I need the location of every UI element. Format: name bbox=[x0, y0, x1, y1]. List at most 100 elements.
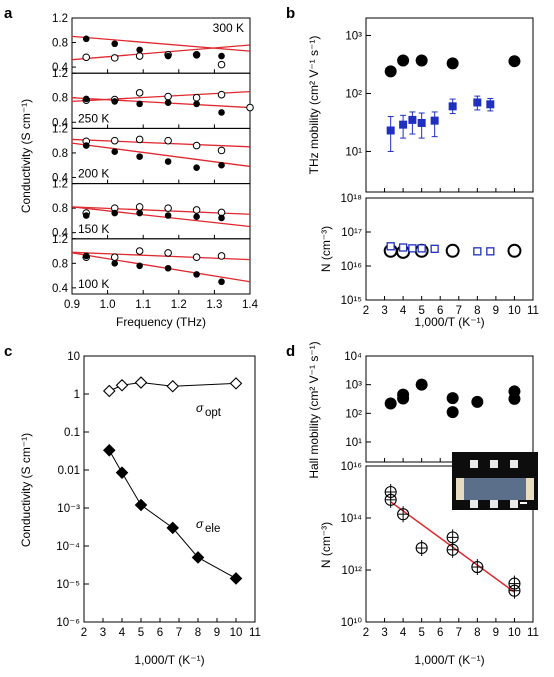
y-tick-label: 10⁻⁵ bbox=[56, 579, 80, 591]
x-axis-label: 1,000/T (K⁻¹) bbox=[414, 315, 484, 329]
filled-data-point bbox=[82, 35, 90, 43]
y-tick-label: 0.4 bbox=[52, 62, 69, 74]
filled-data-point bbox=[218, 214, 225, 222]
panel-label-d: d bbox=[286, 343, 295, 360]
data-point bbox=[398, 243, 408, 252]
diamond-marker bbox=[229, 572, 243, 585]
y-tick-label: 1.2 bbox=[52, 234, 68, 246]
fit-line bbox=[71, 206, 251, 228]
open-data-point bbox=[110, 253, 119, 262]
filled-data-point bbox=[164, 99, 172, 106]
data-point bbox=[445, 243, 460, 258]
diamond-marker bbox=[191, 551, 205, 564]
x-tick-label: 7 bbox=[176, 627, 182, 639]
sigma-opt-subscript: opt bbox=[205, 407, 222, 419]
y-tick-label: 10⁴ bbox=[344, 351, 362, 363]
open-data-point bbox=[246, 103, 254, 112]
data-point bbox=[386, 242, 395, 251]
filled-data-point bbox=[136, 100, 143, 108]
diamond-marker bbox=[115, 378, 129, 392]
plot-frame bbox=[83, 355, 256, 623]
y-tick-label: 0.01 bbox=[58, 465, 80, 477]
x-axis-label: 1,000/T (K⁻¹) bbox=[134, 653, 204, 667]
y-tick-label: 10¹⁵ bbox=[341, 295, 363, 307]
panel-label-c: c bbox=[4, 343, 12, 360]
sigma-ele-label: σ bbox=[196, 517, 204, 531]
filled-data-point bbox=[193, 51, 200, 59]
y-tick-label: 0.4 bbox=[52, 172, 69, 184]
x-tick-label: 11 bbox=[527, 305, 539, 317]
x-tick-label: 4 bbox=[119, 627, 126, 639]
open-data-point bbox=[217, 90, 226, 99]
panel-a-conductivity-vs-frequency: 0.4 0.8 1.2 300 K 0.4 0.8 1.2 250 K 0.4 0.8 1.2 200… bbox=[19, 13, 259, 329]
filled-data-point bbox=[136, 262, 143, 270]
data-point bbox=[384, 397, 397, 410]
data-point bbox=[486, 247, 495, 256]
data-point bbox=[399, 120, 408, 129]
filled-data-point bbox=[111, 98, 119, 105]
x-tick-label: 10 bbox=[230, 627, 243, 639]
filled-data-point bbox=[82, 252, 90, 260]
y-tick-label: 1.2 bbox=[52, 13, 68, 25]
open-data-point bbox=[192, 93, 201, 102]
x-tick-label: 11 bbox=[527, 627, 539, 639]
x-tick-label: 5 bbox=[418, 305, 424, 317]
open-data-point bbox=[110, 54, 119, 62]
filled-data-point bbox=[164, 264, 172, 272]
series-line bbox=[108, 450, 237, 579]
data-point bbox=[473, 98, 482, 107]
x-tick-label: 9 bbox=[214, 627, 220, 639]
data-point bbox=[408, 115, 417, 124]
x-tick-label: 6 bbox=[157, 627, 163, 639]
temperature-label: 200 K bbox=[78, 167, 109, 181]
diamond-marker bbox=[134, 376, 148, 389]
y-tick-label: 10³ bbox=[345, 380, 362, 392]
y-tick-label: 10¹⁶ bbox=[341, 461, 363, 473]
x-tick-label: 5 bbox=[418, 627, 424, 639]
x-tick-label: 8 bbox=[474, 305, 480, 317]
data-point bbox=[417, 244, 426, 253]
sigma-ele-subscript: ele bbox=[205, 523, 220, 535]
x-tick-label: 2 bbox=[363, 627, 369, 639]
y-tick-label: 10¹ bbox=[345, 146, 362, 158]
x-tick-label: 3 bbox=[381, 305, 387, 317]
filled-data-point bbox=[218, 52, 225, 60]
y-tick-label: 0.8 bbox=[52, 38, 68, 50]
y-tick-label: 10⁻³ bbox=[57, 503, 80, 515]
data-point bbox=[508, 385, 521, 398]
data-point bbox=[415, 378, 428, 391]
bottom-plot-frame bbox=[365, 197, 534, 301]
diamond-marker bbox=[229, 377, 243, 390]
diamond-marker bbox=[166, 521, 180, 535]
y-tick-label: 0.8 bbox=[52, 148, 68, 160]
diamond-marker bbox=[102, 384, 116, 398]
y-axis-label: THz mobility (cm² V⁻¹ s⁻¹) bbox=[307, 36, 321, 175]
filled-data-point bbox=[111, 40, 119, 48]
y-tick-label: 0.4 bbox=[52, 117, 69, 129]
panel-d-hall-mobility-and-density: 10¹ 10² 10³ 10⁴ Hall mobility (cm² V⁻¹ s⁻¹) 1… bbox=[307, 341, 539, 667]
y-tick-label: 0.4 bbox=[52, 283, 69, 295]
temperature-label: 100 K bbox=[78, 277, 109, 291]
data-point bbox=[473, 247, 482, 256]
diamond-marker bbox=[115, 466, 129, 479]
filled-data-point bbox=[164, 212, 172, 219]
filled-data-point bbox=[164, 52, 172, 60]
open-data-point bbox=[135, 135, 144, 144]
x-axis-label: Frequency (THz) bbox=[116, 315, 206, 329]
y-axis-label: Conductivity (S cm⁻¹) bbox=[19, 99, 33, 213]
x-tick-label: 6 bbox=[437, 305, 443, 317]
fit-line bbox=[71, 35, 251, 52]
filled-data-point bbox=[111, 260, 119, 267]
data-point bbox=[508, 55, 521, 68]
filled-data-point bbox=[218, 161, 225, 169]
x-tick-label: 10 bbox=[508, 627, 521, 639]
open-data-point bbox=[217, 252, 226, 260]
filled-data-point bbox=[193, 100, 200, 108]
y-tick-label: 10² bbox=[345, 88, 362, 100]
y-tick-label: 10¹⁰ bbox=[341, 617, 363, 629]
x-tick-label: 8 bbox=[195, 627, 201, 639]
x-tick-label: 1.2 bbox=[171, 299, 187, 311]
x-tick-label: 1.0 bbox=[100, 299, 116, 311]
